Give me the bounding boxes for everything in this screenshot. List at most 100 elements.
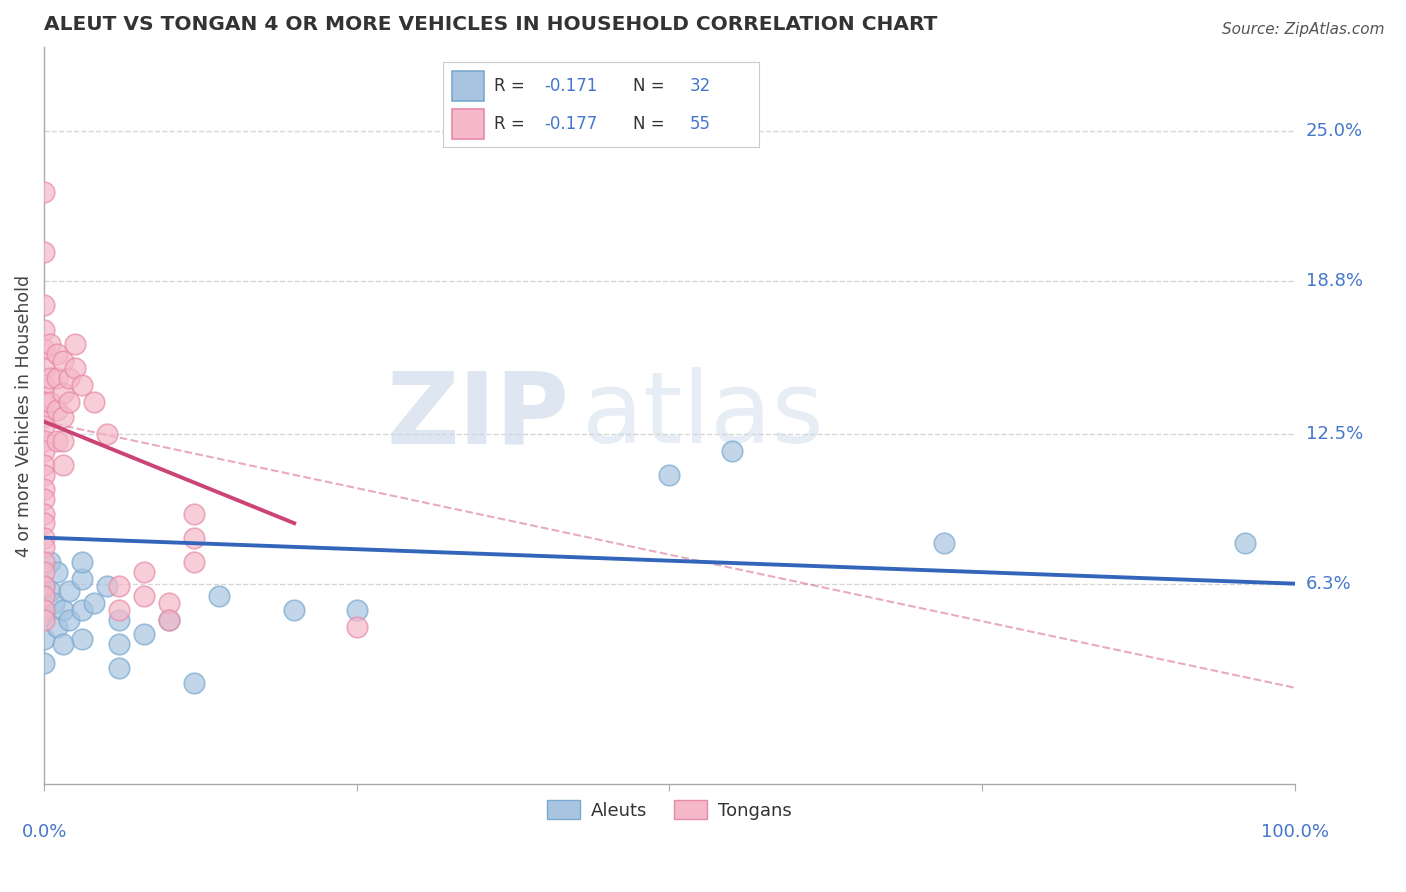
Point [32,434,55,448]
Text: 25.0%: 25.0% [1306,122,1362,140]
Point [183,507,205,521]
Point [45,565,67,579]
Point [52,434,75,448]
Text: atlas: atlas [582,367,824,464]
Text: R =: R = [494,115,530,133]
Point [32,531,55,545]
Point [32,657,55,671]
Point [32,378,55,392]
Point [32,565,55,579]
Point [183,555,205,569]
Text: 0.0%: 0.0% [21,823,67,841]
Point [32,419,55,434]
Point [157,596,180,610]
Point [32,458,55,472]
Text: N =: N = [633,115,669,133]
Point [96,579,118,593]
Point [208,589,231,603]
Point [134,565,156,579]
Point [32,608,55,623]
Point [108,637,131,651]
Point [934,535,956,549]
Text: ZIP: ZIP [387,367,569,464]
Point [45,434,67,448]
Point [157,613,180,627]
Point [346,620,368,634]
Point [32,632,55,647]
Point [108,603,131,617]
Point [32,541,55,555]
Text: 55: 55 [690,115,710,133]
Point [32,342,55,356]
Point [39,555,62,569]
Point [58,395,80,409]
Point [32,491,55,506]
Point [52,354,75,368]
Point [32,443,55,458]
Point [108,579,131,593]
Text: 100.0%: 100.0% [1261,823,1329,841]
Point [32,579,55,593]
Point [134,627,156,641]
Point [108,613,131,627]
Point [32,245,55,260]
Point [45,347,67,361]
Text: 32: 32 [690,77,711,95]
Point [183,676,205,690]
Point [32,579,55,593]
FancyBboxPatch shape [453,109,484,139]
Point [65,361,87,376]
Point [58,371,80,385]
Point [45,402,67,417]
Point [45,371,67,385]
Text: -0.177: -0.177 [544,115,598,133]
Point [65,337,87,351]
Text: R =: R = [494,77,530,95]
Text: N =: N = [633,77,669,95]
Point [70,555,93,569]
Point [1233,535,1256,549]
Text: 12.5%: 12.5% [1306,425,1362,442]
Point [283,603,305,617]
Point [32,483,55,497]
Point [52,637,75,651]
Text: -0.171: -0.171 [544,77,598,95]
Text: ALEUT VS TONGAN 4 OR MORE VEHICLES IN HOUSEHOLD CORRELATION CHART: ALEUT VS TONGAN 4 OR MORE VEHICLES IN HO… [44,15,938,34]
Point [52,458,75,472]
Point [721,443,744,458]
Point [45,620,67,634]
Text: 6.3%: 6.3% [1306,574,1351,592]
Point [32,467,55,482]
Text: 18.8%: 18.8% [1306,272,1362,290]
FancyBboxPatch shape [453,71,484,101]
Point [39,583,62,598]
Point [134,589,156,603]
Point [32,323,55,337]
Point [32,395,55,409]
Point [32,361,55,376]
Point [32,589,55,603]
Point [52,603,75,617]
Point [157,613,180,627]
Point [39,395,62,409]
Point [32,409,55,424]
Point [658,467,681,482]
Point [183,531,205,545]
Point [32,516,55,531]
Point [346,603,368,617]
Point [32,185,55,199]
Point [32,507,55,521]
Point [83,395,105,409]
Point [58,613,80,627]
Point [42,596,65,610]
Point [108,661,131,675]
Point [70,378,93,392]
Point [39,337,62,351]
Point [32,613,55,627]
Point [83,596,105,610]
Point [70,632,93,647]
Point [96,426,118,441]
Point [52,385,75,400]
Point [32,603,55,617]
Point [70,572,93,586]
